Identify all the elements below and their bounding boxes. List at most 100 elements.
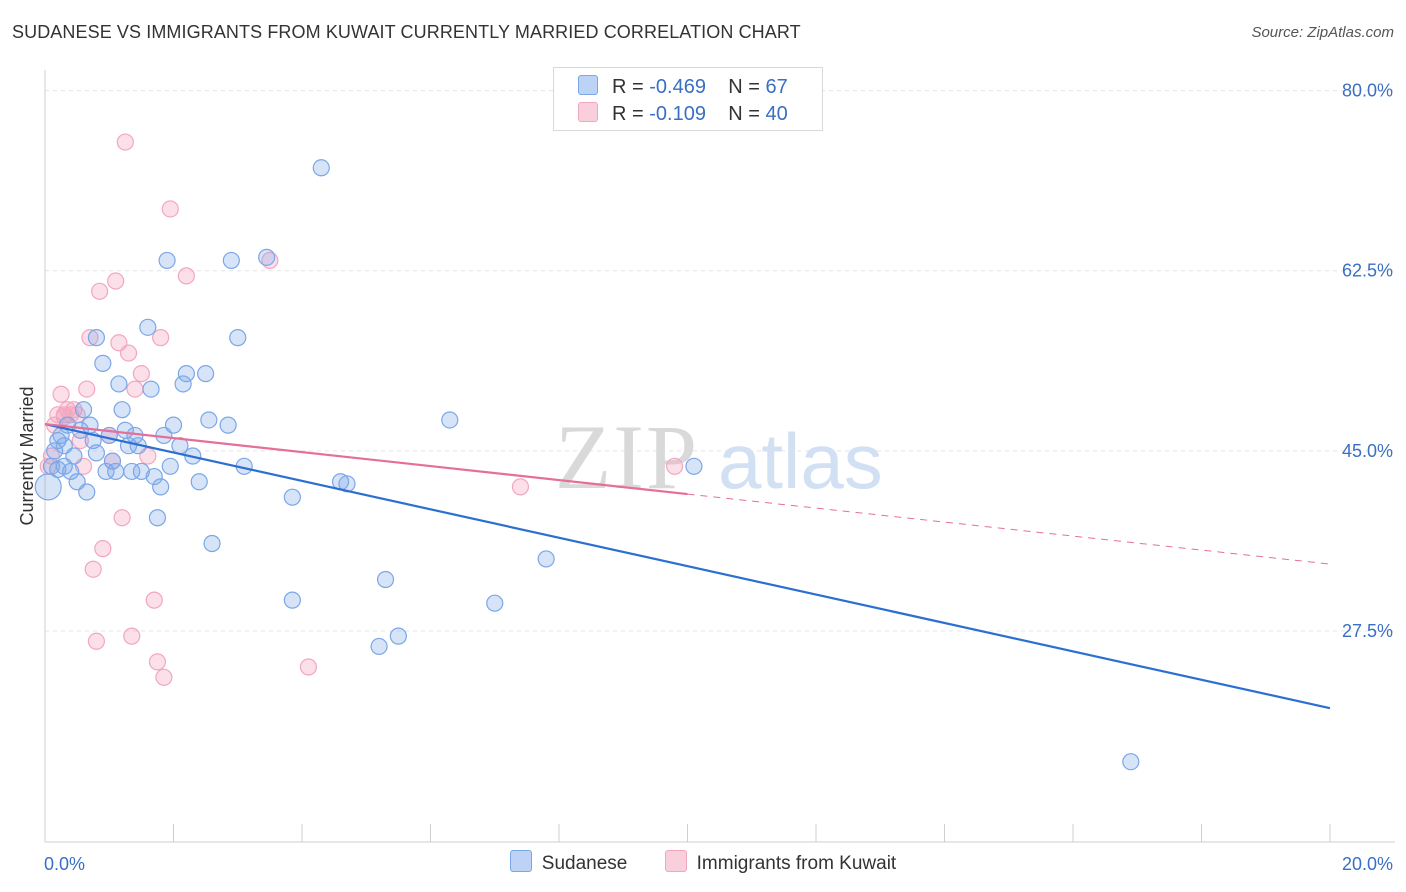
- sudanese-point: [685, 457, 703, 475]
- legend-n-value: 40: [765, 103, 788, 125]
- sudanese-point: [107, 462, 125, 481]
- series-name-kuwait: Immigrants from Kuwait: [696, 853, 897, 874]
- sudanese-point: [132, 462, 150, 481]
- sudanese-point: [486, 594, 504, 612]
- y-tick-label: 62.5%: [1342, 261, 1393, 281]
- kuwait-point: [119, 344, 138, 362]
- sudanese-point: [139, 318, 157, 336]
- sudanese-point: [389, 627, 407, 645]
- kuwait-point: [94, 540, 112, 558]
- sudanese-point: [113, 401, 131, 419]
- sudanese-point: [190, 473, 208, 491]
- legend-n-label: N =: [728, 103, 760, 125]
- kuwait-point: [52, 385, 70, 403]
- y-axis-label: Currently Married: [17, 386, 37, 525]
- sudanese-point: [537, 550, 555, 568]
- kuwait-point: [299, 658, 318, 676]
- kuwait-point: [148, 653, 167, 671]
- series-swatch-kuwait: [664, 850, 687, 872]
- sudanese-point: [161, 457, 179, 475]
- kuwait-point: [81, 329, 99, 347]
- sudanese-point: [152, 478, 170, 496]
- sudanese-point: [177, 365, 195, 383]
- kuwait-point: [261, 251, 279, 270]
- kuwait-point: [666, 457, 684, 475]
- legend-r-value: -0.469: [649, 76, 706, 98]
- legend-r-label: R =: [612, 103, 644, 125]
- kuwait-point: [113, 509, 131, 527]
- sudanese-point: [441, 411, 459, 429]
- x-tick-labels: 0.0% 20.0%: [44, 854, 1393, 874]
- legend-row-sudanese: R = -0.469 N = 67: [578, 75, 788, 101]
- sudanese-point: [97, 462, 115, 481]
- sudanese-point: [148, 509, 167, 527]
- legend-n-value: 67: [765, 76, 788, 98]
- sudanese-point: [81, 416, 99, 434]
- kuwait-trend-line-extension: [687, 493, 1331, 565]
- sudanese-point: [46, 442, 64, 460]
- trend-lines: [44, 422, 1331, 710]
- series-legend: Sudanese Immigrants from Kuwait: [0, 850, 1406, 875]
- sudanese-point: [376, 570, 395, 589]
- sudanese-point: [219, 416, 237, 434]
- kuwait-point: [87, 632, 106, 650]
- kuwait-point: [152, 329, 170, 347]
- kuwait-point: [78, 380, 96, 398]
- sudanese-point: [78, 483, 96, 501]
- sudanese-point: [370, 637, 388, 656]
- sudanese-point: [110, 375, 128, 393]
- series-legend-sudanese: Sudanese: [509, 850, 628, 875]
- y-tick-label: 80.0%: [1342, 81, 1393, 101]
- sudanese-point: [158, 251, 176, 270]
- kuwait-point: [84, 560, 102, 578]
- sudanese-point: [164, 416, 183, 434]
- sudanese-point: [103, 452, 122, 470]
- series-kuwait-points: [39, 133, 684, 686]
- source-label: Source: ZipAtlas.com: [1251, 24, 1394, 41]
- axes: [44, 70, 1395, 843]
- sudanese-point: [229, 329, 247, 347]
- sudanese-point: [1122, 753, 1140, 771]
- watermark: ZIP atlas: [555, 406, 883, 508]
- y-tick-labels: 27.5% 45.0% 62.5% 80.0%: [1342, 81, 1393, 641]
- sudanese-point: [87, 444, 106, 462]
- sudanese-point: [174, 375, 192, 393]
- kuwait-point: [91, 282, 109, 300]
- y-tick-label: 45.0%: [1342, 441, 1393, 461]
- kuwait-point: [155, 668, 173, 686]
- legend-n-label: N =: [728, 76, 760, 98]
- series-legend-kuwait: Immigrants from Kuwait: [664, 850, 897, 875]
- watermark-atlas: atlas: [718, 417, 883, 505]
- sudanese-point: [145, 467, 163, 486]
- sudanese-point: [49, 460, 67, 478]
- sudanese-point: [283, 488, 301, 506]
- sudanese-point: [200, 411, 218, 429]
- kuwait-point: [123, 627, 141, 645]
- legend-swatch-kuwait: [578, 102, 598, 122]
- kuwait-point: [132, 365, 150, 383]
- sudanese-point: [197, 365, 215, 383]
- sudanese-point: [123, 462, 141, 481]
- chart-title: SUDANESE VS IMMIGRANTS FROM KUWAIT CURRE…: [12, 22, 801, 42]
- kuwait-point: [177, 267, 195, 285]
- kuwait-point: [145, 591, 163, 609]
- sudanese-point: [203, 534, 221, 553]
- kuwait-point: [116, 133, 134, 151]
- watermark-zip: ZIP: [555, 406, 699, 508]
- sudanese-trend-line: [44, 423, 1331, 710]
- kuwait-trend-line: [44, 422, 688, 496]
- series-name-sudanese: Sudanese: [541, 853, 628, 874]
- legend-swatch-sudanese: [578, 75, 598, 95]
- y-tick-label: 27.5%: [1342, 621, 1393, 641]
- x-tick-label: 20.0%: [1342, 854, 1393, 874]
- sudanese-point: [94, 354, 112, 372]
- series-swatch-sudanese: [509, 850, 532, 872]
- correlation-legend: R = -0.469 N = 67 R = -0.109 N = 40: [553, 67, 823, 131]
- x-tick-label: 0.0%: [44, 854, 85, 874]
- sudanese-point: [87, 329, 106, 347]
- kuwait-point: [161, 200, 179, 218]
- kuwait-point: [511, 478, 530, 496]
- legend-row-kuwait: R = -0.109 N = 40: [578, 102, 788, 128]
- grid-lines: [45, 90, 1395, 632]
